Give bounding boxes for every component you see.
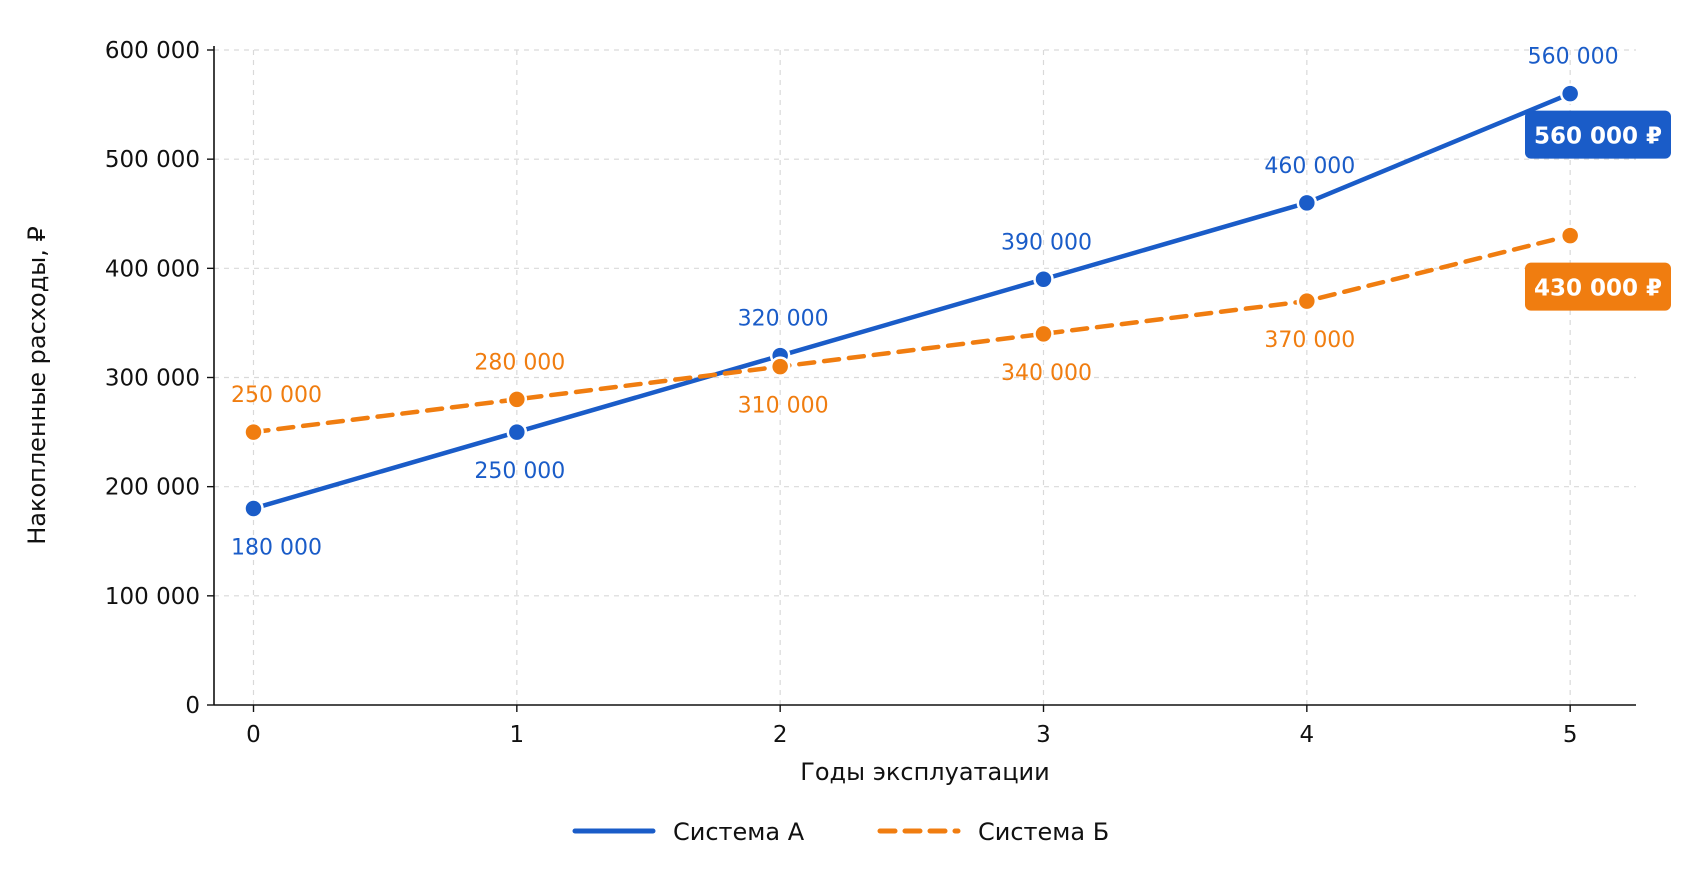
- end-value-badge-text: 560 000 ₽: [1534, 124, 1662, 150]
- y-tick-label: 100 000: [105, 584, 200, 610]
- y-tick-label: 500 000: [105, 147, 200, 173]
- x-tick-label: 5: [1563, 722, 1578, 748]
- legend-label: Система А: [673, 818, 805, 846]
- data-point: [1296, 290, 1318, 312]
- data-point: [1296, 192, 1318, 214]
- data-label: 250 000: [474, 459, 565, 484]
- x-tick-label: 1: [510, 722, 525, 748]
- data-point: [1033, 269, 1054, 290]
- data-point: [243, 498, 264, 519]
- series-line-1: [251, 233, 1573, 435]
- series: [243, 83, 1581, 519]
- data-label: 340 000: [1001, 361, 1092, 386]
- data-label: 390 000: [1001, 230, 1092, 255]
- x-axis-title: Годы эксплуатации: [800, 758, 1050, 786]
- y-axis-title: Накопленные расходы, ₽: [23, 226, 51, 545]
- data-point: [506, 389, 528, 410]
- data-label: 460 000: [1264, 154, 1355, 179]
- end-value-badge: [1525, 262, 1671, 311]
- data-point: [769, 356, 791, 377]
- data-point: [1033, 323, 1054, 345]
- data-label: 370 000: [1264, 328, 1355, 353]
- legend-label: Система Б: [978, 818, 1109, 846]
- end-value-badge-text: 430 000 ₽: [1534, 276, 1662, 302]
- x-tick-label: 2: [773, 722, 788, 748]
- legend: Система А Система Б: [572, 818, 1109, 846]
- axes: 0 100 000 200 000 300 000 400 000 500 000 600 …: [105, 38, 1636, 748]
- data-point: [243, 421, 264, 443]
- data-point: [1559, 225, 1581, 246]
- x-tick-label: 4: [1300, 722, 1315, 748]
- y-tick-label: 0: [185, 693, 200, 719]
- data-label: 280 000: [474, 350, 565, 375]
- y-tick-label: 300 000: [105, 366, 200, 392]
- data-point: [1559, 83, 1581, 104]
- grid: [214, 49, 1636, 705]
- data-label: 250 000: [231, 383, 322, 408]
- series-line-0: [251, 91, 1573, 511]
- x-tick-label: 3: [1036, 722, 1051, 748]
- data-label: 320 000: [738, 307, 829, 332]
- x-tick-label: 0: [246, 722, 261, 748]
- data-labels: 180 000 250 000 320 000 390 000 460 000 560 0…: [231, 45, 1671, 561]
- data-label: 310 000: [738, 394, 829, 419]
- y-tick-label: 400 000: [105, 256, 200, 282]
- data-point: [506, 421, 528, 443]
- data-label: 180 000: [231, 536, 322, 561]
- data-label: 560 000: [1528, 45, 1619, 70]
- end-value-badge: [1525, 110, 1671, 159]
- y-tick-label: 600 000: [105, 38, 200, 64]
- y-tick-label: 200 000: [105, 475, 200, 501]
